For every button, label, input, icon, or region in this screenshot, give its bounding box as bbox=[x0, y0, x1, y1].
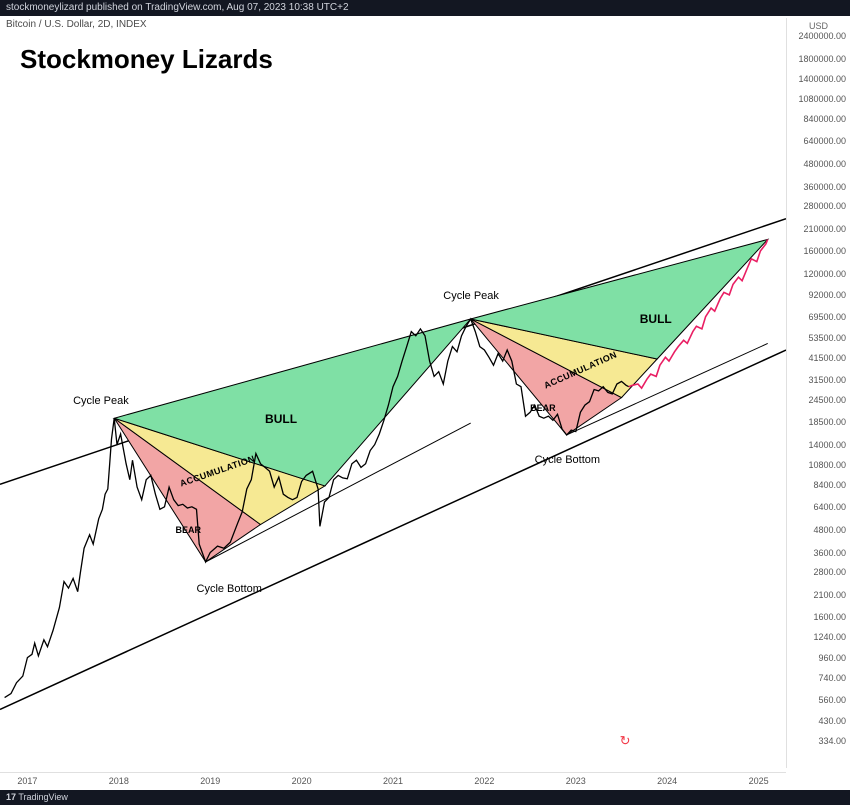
y-tick: 1600.00 bbox=[813, 612, 846, 622]
y-tick: 1400000.00 bbox=[798, 74, 846, 84]
y-tick: 41500.00 bbox=[808, 353, 846, 363]
x-tick: 2017 bbox=[17, 776, 37, 786]
chart-annotation: BULL bbox=[265, 412, 297, 426]
chart-annotation: BULL bbox=[640, 312, 672, 326]
y-tick: 280000.00 bbox=[803, 201, 846, 211]
x-tick: 2021 bbox=[383, 776, 403, 786]
publish-bar: stockmoneylizard published on TradingVie… bbox=[0, 0, 850, 16]
y-tick: 8400.00 bbox=[813, 480, 846, 490]
y-tick: 4800.00 bbox=[813, 525, 846, 535]
y-tick: 840000.00 bbox=[803, 114, 846, 124]
chart-annotation: Cycle Bottom bbox=[535, 454, 600, 466]
chart-annotation: Cycle Bottom bbox=[197, 583, 262, 595]
chart-annotation: Cycle Peak bbox=[443, 290, 499, 302]
y-tick: 6400.00 bbox=[813, 502, 846, 512]
chart-annotation: BEAR bbox=[530, 403, 556, 413]
chart-annotation: Cycle Peak bbox=[73, 395, 129, 407]
y-tick: 18500.00 bbox=[808, 417, 846, 427]
y-tick: 2800.00 bbox=[813, 567, 846, 577]
y-tick: 334.00 bbox=[818, 736, 846, 746]
x-tick: 2025 bbox=[749, 776, 769, 786]
y-tick: 640000.00 bbox=[803, 136, 846, 146]
y-tick: 210000.00 bbox=[803, 224, 846, 234]
replay-icon[interactable]: ↻ bbox=[620, 733, 631, 749]
y-tick: 740.00 bbox=[818, 673, 846, 683]
x-tick: 2022 bbox=[474, 776, 494, 786]
y-tick: 1800000.00 bbox=[798, 54, 846, 64]
y-tick: 560.00 bbox=[818, 695, 846, 705]
x-tick: 2024 bbox=[657, 776, 677, 786]
y-tick: 31500.00 bbox=[808, 375, 846, 385]
y-tick: 53500.00 bbox=[808, 333, 846, 343]
y-tick: 69500.00 bbox=[808, 312, 846, 322]
branding-bar: 17 TradingView bbox=[0, 790, 850, 805]
y-tick: 3600.00 bbox=[813, 548, 846, 558]
x-tick: 2019 bbox=[200, 776, 220, 786]
y-tick: 960.00 bbox=[818, 653, 846, 663]
x-tick: 2018 bbox=[109, 776, 129, 786]
y-tick: 2100.00 bbox=[813, 590, 846, 600]
y-tick: 1080000.00 bbox=[798, 94, 846, 104]
x-tick: 2020 bbox=[292, 776, 312, 786]
publish-text: stockmoneylizard published on TradingVie… bbox=[6, 2, 349, 13]
y-tick: 2400000.00 bbox=[798, 31, 846, 41]
chart-annotation: BEAR bbox=[175, 525, 201, 535]
x-tick: 2023 bbox=[566, 776, 586, 786]
branding-text: TradingView bbox=[18, 792, 68, 802]
y-tick: 24500.00 bbox=[808, 395, 846, 405]
y-tick: 10800.00 bbox=[808, 460, 846, 470]
chart-svg[interactable] bbox=[0, 18, 786, 750]
y-axis[interactable]: USD 2400000.001800000.001400000.00108000… bbox=[786, 18, 850, 768]
chart-area[interactable]: Cycle Peak Cycle Bottom Cycle Peak Cycle Bo… bbox=[0, 18, 786, 768]
y-tick: 1240.00 bbox=[813, 632, 846, 642]
y-tick: 92000.00 bbox=[808, 290, 846, 300]
y-tick: 120000.00 bbox=[803, 269, 846, 279]
x-axis[interactable]: 2017 2018 2019 2020 2021 2022 2023 2024 2025 bbox=[0, 772, 786, 790]
y-tick: 360000.00 bbox=[803, 182, 846, 192]
y-tick: 14000.00 bbox=[808, 440, 846, 450]
y-tick: 160000.00 bbox=[803, 246, 846, 256]
y-tick: 430.00 bbox=[818, 716, 846, 726]
y-tick: 480000.00 bbox=[803, 159, 846, 169]
